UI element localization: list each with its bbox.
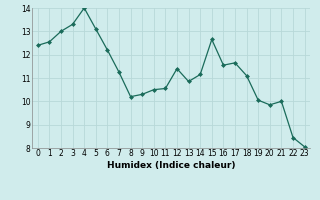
X-axis label: Humidex (Indice chaleur): Humidex (Indice chaleur) <box>107 161 236 170</box>
